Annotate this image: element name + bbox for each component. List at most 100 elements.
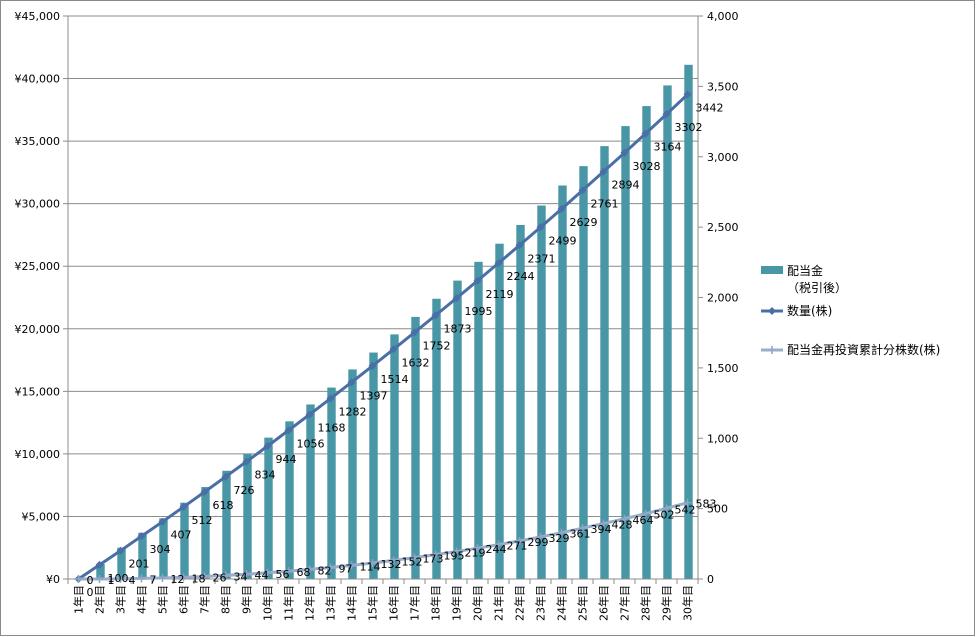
quantity-data-label: 3442	[696, 102, 724, 115]
x-category-label: 27年目	[618, 585, 632, 621]
left-tick-label: ¥45,000	[15, 10, 61, 23]
line-series	[74, 90, 692, 583]
quantity-marker	[641, 129, 650, 138]
quantity-data-label: 618	[213, 499, 234, 512]
x-category-label: 6年目	[177, 585, 191, 614]
quantity-marker	[683, 90, 692, 99]
reinvest-data-label: 4	[129, 574, 136, 587]
tick-labels: ¥0 ¥5,000 ¥10,000 ¥15,000 ¥20,000 ¥25,000 ¥30,…	[15, 10, 739, 621]
quantity-marker	[95, 560, 104, 569]
quantity-data-label: 1397	[360, 389, 388, 402]
x-category-label: 15年目	[366, 585, 380, 621]
x-category-label: 14年目	[345, 585, 359, 621]
x-category-label: 8年目	[219, 585, 233, 614]
right-tick-label: 3,000	[707, 151, 739, 164]
reinvest-data-label: 329	[549, 532, 570, 545]
reinvest-data-label: 18	[192, 572, 206, 585]
right-tick-label: 1,000	[707, 432, 739, 445]
quantity-marker	[389, 345, 398, 354]
quantity-data-label: 2119	[486, 288, 514, 301]
reinvest-data-label: 7	[150, 573, 157, 586]
dividend-bar	[306, 404, 315, 579]
dividend-bar	[117, 547, 126, 579]
x-category-label: 3年目	[114, 585, 128, 614]
reinvest-data-label: 219	[465, 547, 486, 560]
quantity-marker	[557, 204, 566, 213]
dividend-bar	[579, 166, 588, 579]
gridlines	[68, 15, 698, 517]
reinvest-data-label: 542	[675, 503, 696, 516]
quantity-marker	[494, 259, 503, 268]
right-tick-label: 1,500	[707, 362, 739, 375]
reinvest-data-label: 428	[612, 519, 633, 532]
x-category-label: 25年目	[576, 585, 590, 621]
x-category-label: 18年目	[429, 585, 443, 621]
dividend-bar	[537, 205, 546, 579]
dividend-bar	[348, 369, 357, 579]
dividend-bar	[327, 387, 336, 579]
reinvest-data-label: 502	[654, 509, 675, 522]
quantity-data-label: 1056	[297, 437, 325, 450]
x-category-label: 1年目	[72, 585, 86, 614]
dividend-bar	[369, 352, 378, 579]
quantity-data-label: 1168	[318, 422, 346, 435]
x-category-label: 30年目	[681, 585, 695, 621]
x-category-label: 23年目	[534, 585, 548, 621]
quantity-data-label: 304	[150, 543, 171, 556]
left-tick-label: ¥35,000	[15, 135, 61, 148]
quantity-data-label: 1632	[402, 356, 430, 369]
quantity-data-label: 2761	[591, 197, 619, 210]
quantity-data-label: 834	[255, 469, 276, 482]
x-category-label: 24年目	[555, 585, 569, 621]
left-tick-label: ¥0	[46, 573, 60, 586]
dividend-bar	[159, 518, 168, 579]
quantity-marker	[200, 488, 209, 497]
quantity-data-label: 2371	[528, 252, 556, 265]
reinvest-data-label: 114	[360, 560, 381, 573]
quantity-data-label: 1282	[339, 406, 367, 419]
x-category-label: 10年目	[261, 585, 275, 621]
quantity-marker	[263, 442, 272, 451]
quantity-marker	[620, 148, 629, 157]
quantity-marker	[368, 361, 377, 370]
x-category-label: 19年目	[450, 585, 464, 621]
quantity-marker	[662, 110, 671, 119]
quantity-marker	[137, 532, 146, 541]
legend-marker-quantity	[768, 307, 776, 315]
quantity-data-label: 1873	[444, 322, 472, 335]
reinvest-data-label: 244	[486, 543, 507, 556]
x-category-label: 20年目	[471, 585, 485, 621]
reinvest-data-label: 464	[633, 514, 654, 527]
right-tick-label: 2,000	[707, 292, 739, 305]
left-tick-label: ¥15,000	[15, 385, 61, 398]
reinvest-data-label: 1	[108, 574, 115, 587]
x-category-label: 7年目	[198, 585, 212, 614]
x-category-label: 26年目	[597, 585, 611, 621]
quantity-marker	[179, 502, 188, 511]
quantity-marker	[347, 378, 356, 387]
quantity-data-label: 2629	[570, 216, 598, 229]
reinvest-data-label: 394	[591, 523, 612, 536]
quantity-marker	[158, 517, 167, 526]
quantity-data-label: 1752	[423, 339, 451, 352]
quantity-marker	[326, 394, 335, 403]
data-labels: 0100201304407512618726834944105611681282…	[87, 102, 724, 599]
quantity-marker	[515, 241, 524, 250]
dividend-bar	[495, 243, 504, 580]
dividend-bars	[96, 64, 693, 580]
quantity-data-label: 3302	[675, 121, 703, 134]
quantity-marker	[536, 223, 545, 232]
quantity-marker	[599, 167, 608, 176]
dividend-bar	[222, 470, 231, 579]
quantity-marker	[578, 186, 587, 195]
dividend-bar	[390, 334, 399, 579]
quantity-data-label: 201	[129, 558, 150, 571]
dividend-bar	[264, 437, 273, 579]
legend: 配当金 （税引後） 数量(株) 配当金再投資累計分株数(株)	[761, 263, 940, 357]
reinvest-data-label: 299	[528, 536, 549, 549]
left-tick-label: ¥20,000	[15, 323, 61, 336]
x-category-label: 2年目	[93, 585, 107, 614]
quantity-data-label: 100	[108, 572, 129, 585]
reinvest-data-label: 34	[234, 570, 248, 583]
quantity-marker	[473, 276, 482, 285]
